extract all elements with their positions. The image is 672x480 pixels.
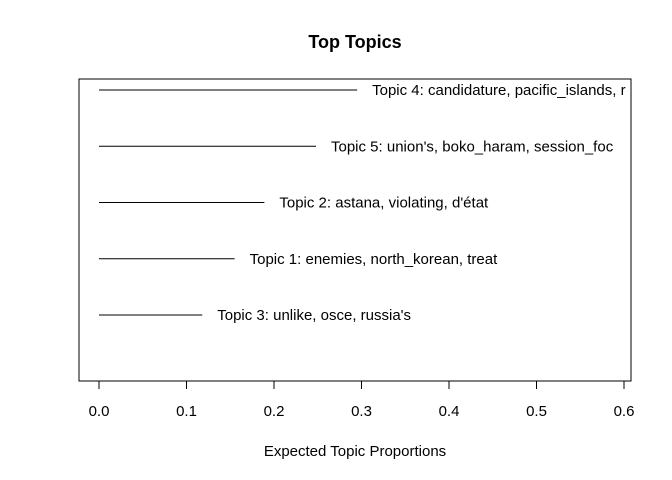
plot-frame [78, 78, 632, 382]
x-tick-label: 0.2 [264, 403, 285, 420]
topic-label: Topic 2: astana, violating, d'état [279, 195, 489, 212]
x-tick-label: 0.3 [351, 403, 372, 420]
x-tick-label: 0.5 [526, 403, 547, 420]
topic-label: Topic 3: unlike, osce, russia's [217, 307, 411, 324]
x-axis: 0.0 0.1 0.2 0.3 0.4 0.5 0.6 [89, 380, 635, 420]
topic-label: Topic 4: candidature, pacific_islands, r [372, 82, 625, 99]
x-tick-label: 0.4 [439, 403, 460, 420]
bars: Topic 4: candidature, pacific_islands, r… [99, 82, 626, 324]
x-axis-label: Expected Topic Proportions [264, 443, 446, 460]
x-tick-label: 0.0 [89, 403, 110, 420]
topic-label: Topic 5: union's, boko_haram, session_fo… [331, 138, 614, 155]
topic-label: Topic 1: enemies, north_korean, treat [250, 251, 498, 268]
chart-title: Top Topics [308, 32, 401, 52]
x-tick-label: 0.1 [176, 403, 197, 420]
x-tick-label: 0.6 [614, 403, 635, 420]
